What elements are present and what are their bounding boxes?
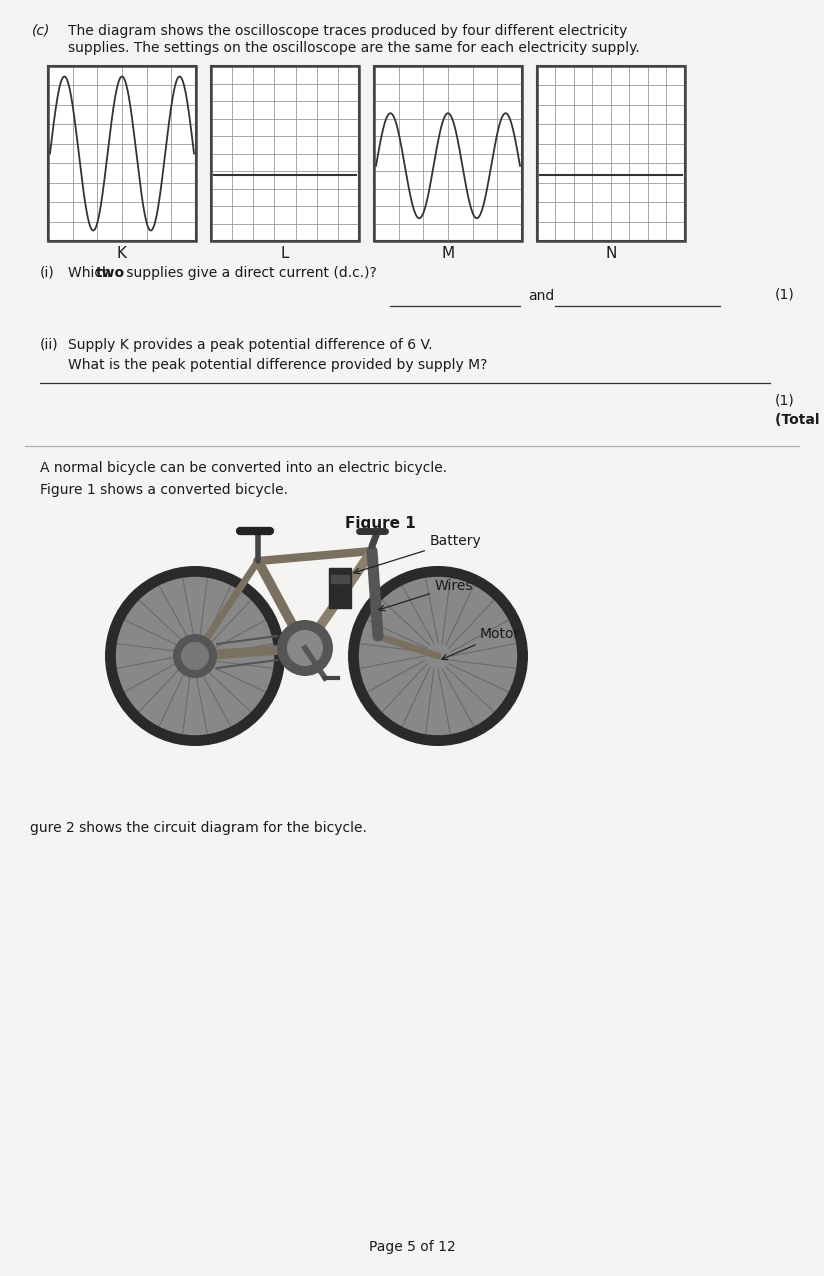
Bar — [48, 66, 196, 241]
Text: The diagram shows the oscilloscope traces produced by four different electricity: The diagram shows the oscilloscope trace… — [68, 24, 627, 38]
Circle shape — [116, 577, 274, 735]
Text: gure 2 shows the circuit diagram for the bicycle.: gure 2 shows the circuit diagram for the… — [30, 820, 367, 835]
Bar — [211, 66, 359, 241]
Text: Figure 1: Figure 1 — [344, 516, 415, 531]
Circle shape — [173, 634, 217, 678]
Bar — [374, 66, 522, 241]
Circle shape — [348, 567, 528, 746]
Circle shape — [287, 630, 323, 666]
Circle shape — [181, 642, 209, 670]
Circle shape — [105, 567, 285, 746]
Text: supplies give a direct current (d.c.)?: supplies give a direct current (d.c.)? — [122, 265, 377, 279]
Text: (1): (1) — [775, 393, 795, 407]
Text: Page 5 of 12: Page 5 of 12 — [368, 1240, 456, 1254]
Bar — [331, 575, 349, 583]
Text: and: and — [528, 288, 555, 302]
Text: What is the peak potential difference provided by supply M?: What is the peak potential difference pr… — [68, 359, 487, 373]
Circle shape — [358, 577, 517, 735]
Text: supplies. The settings on the oscilloscope are the same for each electricity sup: supplies. The settings on the oscillosco… — [68, 41, 639, 55]
Text: (1): (1) — [775, 287, 795, 301]
Text: (Total 9 marks): (Total 9 marks) — [775, 413, 824, 427]
Text: K: K — [117, 246, 127, 262]
Text: N: N — [606, 246, 616, 262]
Text: Figure 1 shows a converted bicycle.: Figure 1 shows a converted bicycle. — [40, 484, 288, 496]
Bar — [537, 66, 685, 241]
Circle shape — [277, 620, 333, 676]
Circle shape — [181, 643, 208, 670]
Bar — [48, 66, 196, 241]
Text: (ii): (ii) — [40, 338, 59, 352]
Text: L: L — [281, 246, 289, 262]
Text: (c): (c) — [32, 24, 50, 38]
Text: two: two — [96, 265, 125, 279]
Circle shape — [424, 643, 452, 670]
Text: Motor: Motor — [442, 627, 520, 660]
Text: Wires: Wires — [379, 579, 474, 611]
Text: Which: Which — [68, 265, 115, 279]
Bar — [537, 66, 685, 241]
Text: A normal bicycle can be converted into an electric bicycle.: A normal bicycle can be converted into a… — [40, 461, 447, 475]
Text: Supply K provides a peak potential difference of 6 V.: Supply K provides a peak potential diffe… — [68, 338, 433, 352]
Text: M: M — [442, 246, 455, 262]
Text: (i): (i) — [40, 265, 54, 279]
Bar — [329, 568, 351, 607]
Bar — [211, 66, 359, 241]
Text: Battery: Battery — [354, 533, 482, 574]
Bar — [374, 66, 522, 241]
